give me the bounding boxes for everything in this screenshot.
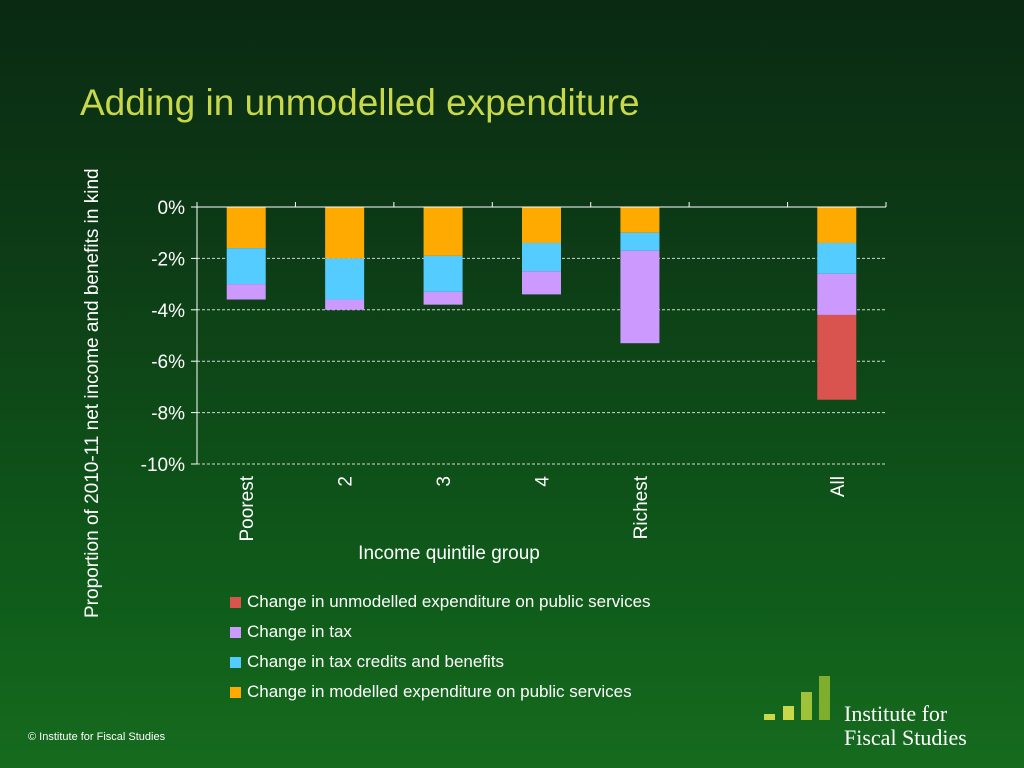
x-tick-label: All (828, 476, 849, 497)
y-tick-label: 0% (158, 198, 186, 219)
y-tick-label: -2% (151, 249, 185, 270)
legend-swatch-modelled (230, 686, 241, 698)
y-axis-title: Proportion of 2010-11 net income and ben… (82, 168, 103, 618)
x-tick-label: Poorest (237, 475, 258, 541)
bar-segment (817, 242, 857, 274)
legend-item-credits: Change in tax credits and benefits (230, 647, 651, 677)
bar-segment (620, 232, 660, 251)
legend-item-modelled: Change in modelled expenditure on public… (230, 677, 651, 707)
bar-segment (423, 255, 463, 292)
bar-segment (522, 271, 561, 295)
x-axis-title: Income quintile group (358, 543, 540, 564)
page-title: Adding in unmodelled expenditure (80, 82, 640, 123)
legend-swatch-credits (230, 656, 241, 668)
legend-label-modelled: Change in modelled expenditure on public… (247, 682, 632, 701)
bar-segment (226, 284, 266, 300)
y-tick-label: -10% (141, 455, 185, 476)
bar-segment (817, 273, 857, 315)
x-tick-label: 3 (434, 476, 455, 487)
x-tick-label: Richest (631, 475, 652, 539)
logo-bars-icon (764, 676, 830, 720)
bar-segment (325, 207, 365, 259)
bar-segment (620, 207, 660, 233)
ifs-logo: Institute for Fiscal Studies (762, 672, 1012, 752)
bar-segment (817, 314, 857, 400)
chart-legend: Change in unmodelled expenditure on publ… (230, 587, 651, 707)
x-tick-label: 4 (533, 476, 554, 487)
bar-segment (522, 207, 561, 243)
bar-segment (522, 242, 561, 272)
bar-segment (620, 250, 660, 344)
bar-segment (423, 207, 463, 256)
bar-segment (325, 258, 365, 300)
bar-segment (423, 291, 463, 305)
logo-line-1: Institute for (844, 701, 948, 726)
bar-segment (226, 207, 266, 249)
y-tick-label: -8% (151, 404, 185, 425)
legend-label-unmodelled: Change in unmodelled expenditure on publ… (247, 592, 651, 611)
legend-item-unmodelled: Change in unmodelled expenditure on publ… (230, 587, 651, 617)
logo-text: Institute for Fiscal Studies (844, 702, 967, 750)
y-tick-label: -4% (151, 301, 185, 322)
legend-label-tax: Change in tax (247, 622, 352, 641)
y-tick-label: -6% (151, 352, 185, 373)
x-tick-label: 2 (336, 476, 357, 487)
bar-segment (817, 207, 857, 243)
legend-swatch-tax (230, 626, 241, 638)
legend-label-credits: Change in tax credits and benefits (247, 652, 505, 671)
copyright-footer: © Institute for Fiscal Studies (28, 731, 166, 743)
legend-swatch-unmodelled (230, 596, 241, 608)
bar-segment (226, 248, 266, 285)
bar-segment (325, 299, 365, 310)
legend-item-tax: Change in tax (230, 617, 651, 647)
logo-line-2: Fiscal Studies (844, 725, 967, 750)
